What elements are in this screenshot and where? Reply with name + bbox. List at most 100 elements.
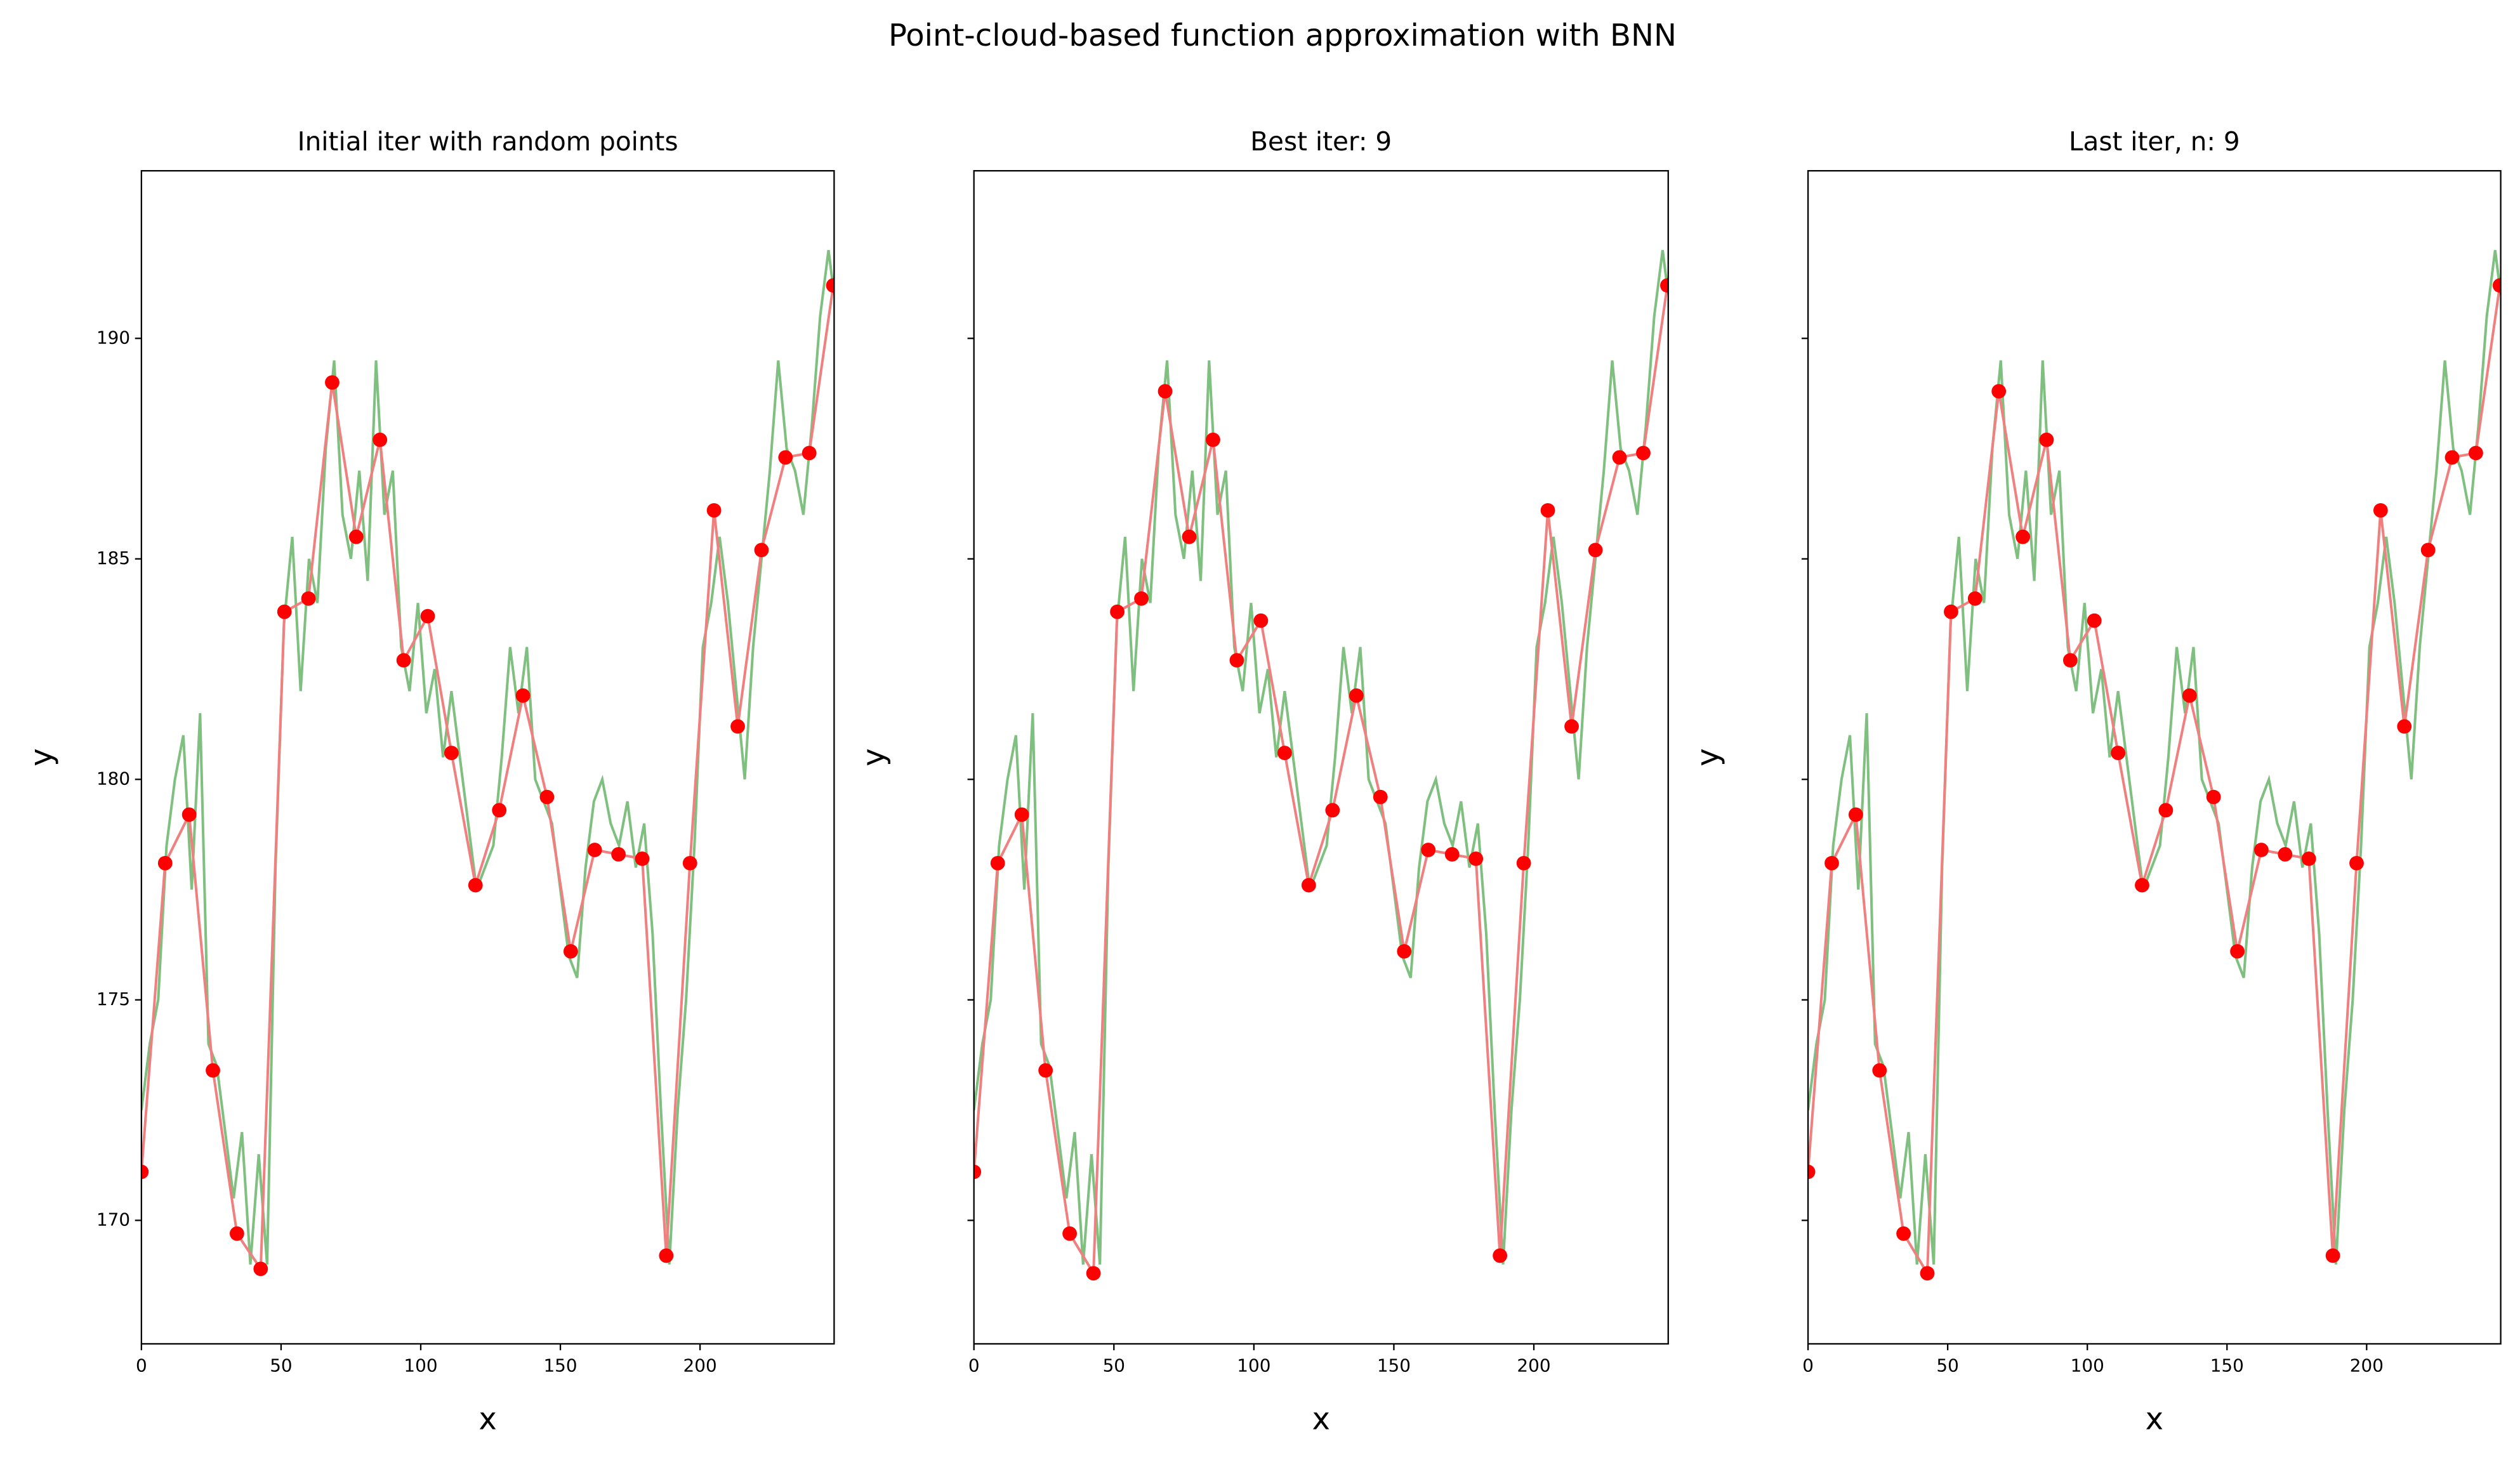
- point: [754, 543, 769, 558]
- point: [2444, 450, 2460, 465]
- point: [2158, 803, 2174, 818]
- y-axis-label: y: [1691, 748, 1726, 766]
- x-tick-label: 200: [1517, 1355, 1550, 1376]
- x-tick-label: 150: [2210, 1355, 2244, 1376]
- x-tick-label: 100: [2071, 1355, 2104, 1376]
- x-axis-label: x: [2146, 1401, 2163, 1437]
- point: [1872, 1063, 1887, 1078]
- y-tick-label: 175: [96, 989, 130, 1010]
- subplot: Last iter, n: 9 x y 0 50 100 150 200: [1691, 126, 2502, 1437]
- y-axis-label: y: [23, 748, 59, 766]
- point: [2015, 529, 2030, 544]
- axes-frame: [973, 170, 1669, 1345]
- point: [1206, 432, 1220, 447]
- axes-frame: [1807, 170, 2502, 1345]
- x-tick-label: 50: [1936, 1355, 1958, 1376]
- point: [301, 591, 316, 606]
- point: [1253, 613, 1269, 628]
- point: [2111, 746, 2126, 760]
- x-tick-label: 50: [1103, 1355, 1125, 1376]
- point: [730, 719, 745, 734]
- point: [802, 445, 817, 461]
- x-tick-label: 200: [2350, 1355, 2384, 1376]
- y-tick-label: 180: [96, 768, 130, 789]
- point: [682, 855, 697, 871]
- point: [587, 843, 602, 857]
- point: [141, 1164, 149, 1180]
- point: [2469, 445, 2483, 461]
- point: [206, 1063, 220, 1078]
- point: [1824, 855, 1839, 871]
- point: [1349, 688, 1364, 703]
- subplot: Best iter: 9 x y 0 50 100 150 200: [856, 126, 1669, 1437]
- axes-frame: [140, 170, 835, 1345]
- point: [2039, 432, 2054, 447]
- plot-area: [141, 250, 835, 1277]
- point: [539, 789, 555, 805]
- point: [1636, 445, 1651, 461]
- point: [2278, 847, 2293, 862]
- point: [396, 653, 411, 668]
- subplot-title: Best iter: 9: [1250, 126, 1392, 157]
- point: [2373, 503, 2388, 518]
- subplot-title: Last iter, n: 9: [2069, 126, 2240, 157]
- point: [1134, 591, 1149, 606]
- point: [492, 803, 507, 818]
- point: [1325, 803, 1340, 818]
- point: [1086, 1266, 1101, 1281]
- point: [181, 807, 197, 822]
- point: [1373, 789, 1388, 805]
- figure-title: Point-cloud-based function approximation…: [888, 18, 1677, 53]
- point: [2230, 944, 2245, 959]
- y-tick-label: 170: [96, 1209, 130, 1230]
- point: [1967, 591, 1982, 606]
- series-line: [1808, 285, 2501, 1278]
- point: [826, 278, 835, 293]
- point: [1660, 278, 1668, 293]
- series-line: [141, 250, 835, 1265]
- point: [1421, 843, 1436, 857]
- subplot: Initial iter with random points x y 0 50 100 1…: [23, 126, 835, 1437]
- point: [1808, 1164, 1816, 1180]
- point: [2182, 688, 2197, 703]
- point: [1944, 604, 1958, 619]
- point: [157, 855, 173, 871]
- point: [1301, 878, 1316, 893]
- point: [1896, 1226, 1911, 1241]
- point: [659, 1248, 674, 1263]
- x-tick-label: 200: [683, 1355, 717, 1376]
- point: [1920, 1266, 1935, 1281]
- point: [1540, 503, 1555, 518]
- point: [1444, 847, 1460, 862]
- point: [1277, 746, 1292, 760]
- point: [2301, 852, 2316, 866]
- plot-area: [973, 250, 1668, 1281]
- point: [1588, 543, 1603, 558]
- x-axis-label: x: [1312, 1401, 1329, 1437]
- x-tick-label: 0: [1802, 1355, 1814, 1376]
- point: [990, 855, 1005, 871]
- point: [253, 1261, 268, 1277]
- x-tick-label: 150: [1377, 1355, 1411, 1376]
- point: [1110, 604, 1125, 619]
- series-line: [973, 250, 1668, 1265]
- y-axis-label: y: [856, 748, 892, 766]
- point: [706, 503, 722, 518]
- x-tick-label: 100: [404, 1355, 437, 1376]
- point: [563, 944, 578, 959]
- x-tick-label: 100: [1237, 1355, 1270, 1376]
- point: [2492, 278, 2501, 293]
- x-axis-label: x: [478, 1401, 496, 1437]
- point: [1014, 807, 1029, 822]
- plot-area: [1808, 250, 2501, 1281]
- point: [348, 529, 364, 544]
- point: [635, 852, 650, 866]
- y-tick-label: 185: [96, 548, 130, 569]
- point: [1564, 719, 1579, 734]
- point: [2206, 789, 2221, 805]
- series-line: [1808, 250, 2501, 1265]
- x-tick-label: 50: [270, 1355, 292, 1376]
- point: [515, 688, 531, 703]
